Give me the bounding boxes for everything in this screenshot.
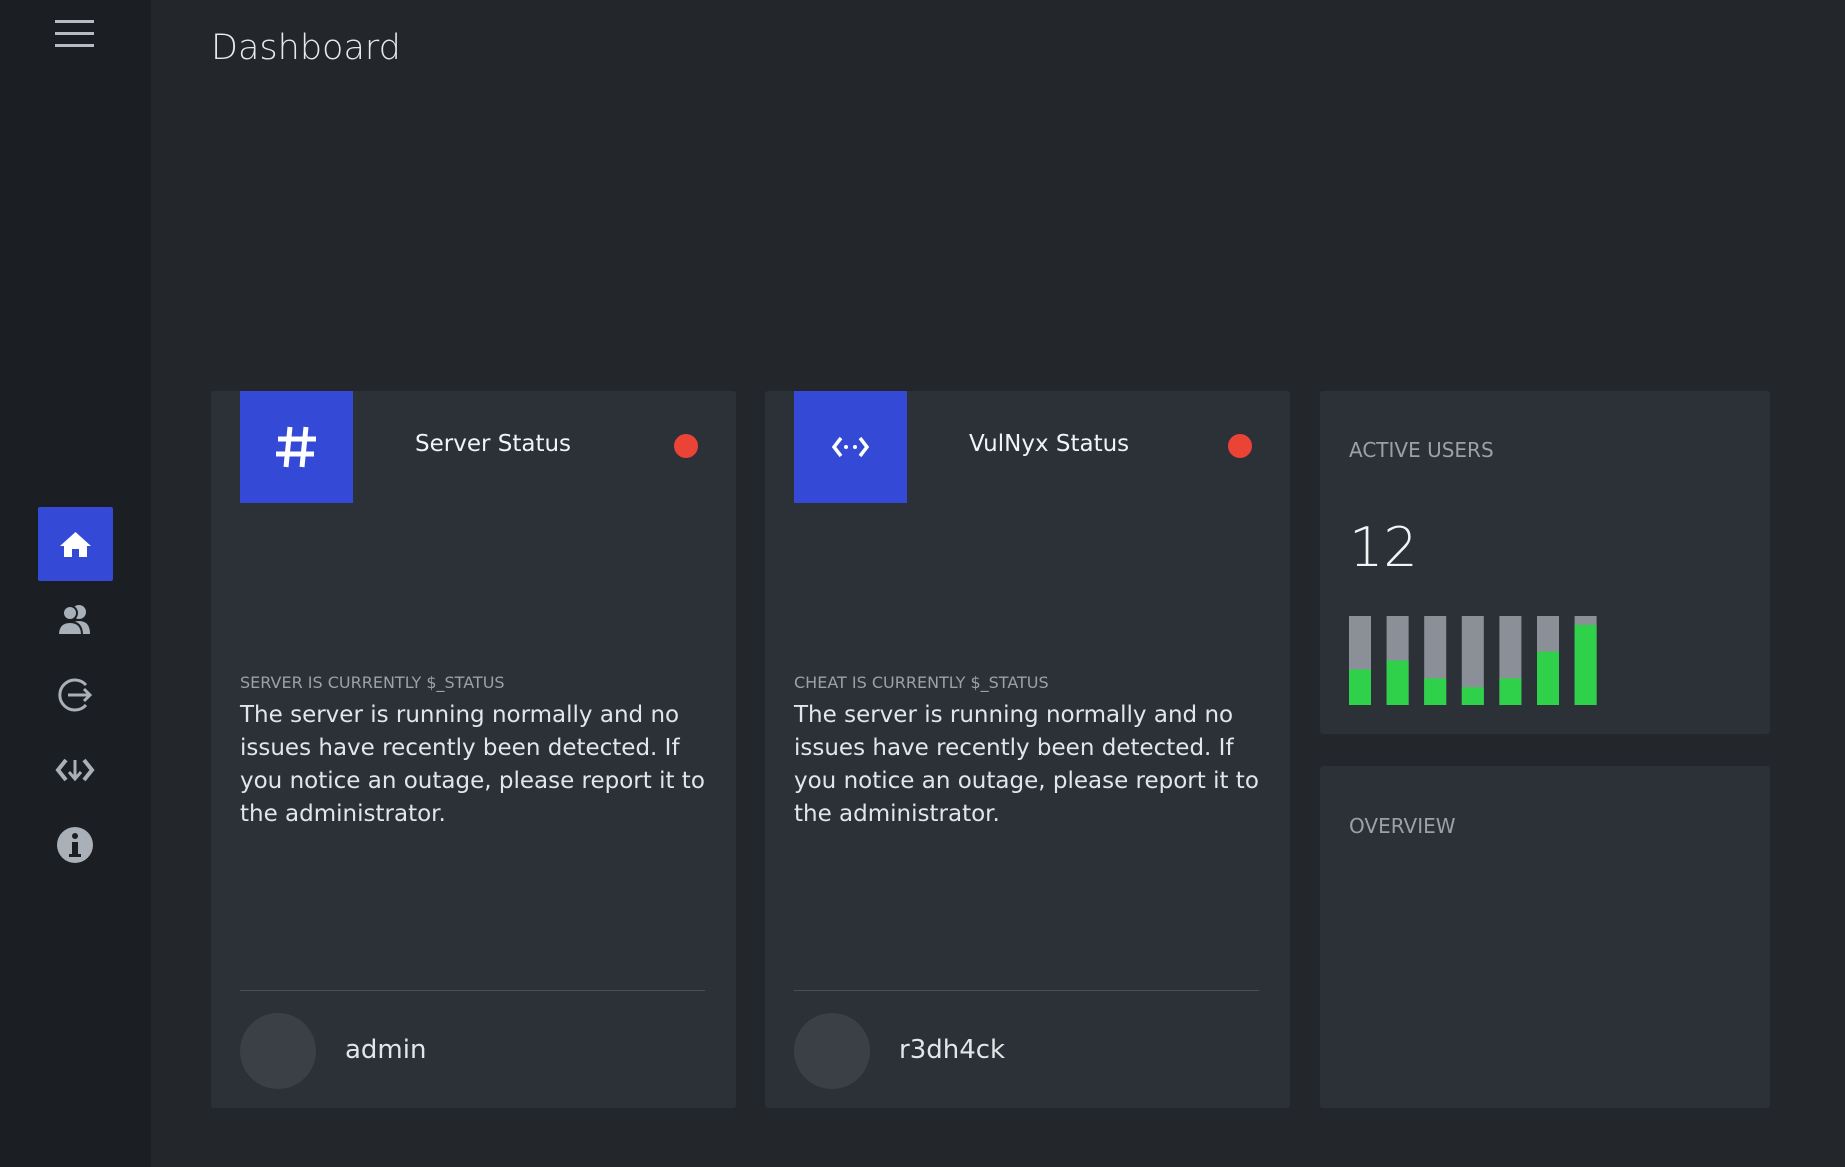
status-text: The server is running normally and no is… (794, 702, 1259, 827)
status-card: VulNyx Status CHEAT IS CURRENTLY $_STATUS… (765, 391, 1290, 1108)
card-title: OVERVIEW (1349, 814, 1456, 838)
card-title: Server Status (415, 431, 572, 457)
users-button[interactable] (55, 600, 95, 640)
username: r3dh4ck (899, 1035, 1006, 1065)
page-title: Dashboard (211, 28, 401, 68)
active-users-bars (1349, 616, 1597, 705)
username: admin (345, 1035, 427, 1065)
divider (794, 990, 1259, 991)
status-indicator (674, 434, 698, 458)
avatar (794, 1013, 870, 1089)
menu-button[interactable] (55, 20, 95, 48)
overview-card: OVERVIEW (1320, 766, 1770, 1108)
status-indicator (1228, 434, 1252, 458)
active-users-card: ACTIVE USERS 12 (1320, 391, 1770, 734)
avatar (240, 1013, 316, 1089)
status-label: SERVER IS CURRENTLY $_STATUS (240, 673, 505, 692)
card-icon (794, 391, 907, 503)
sidebar (0, 0, 151, 1167)
active-users-count: 12 (1349, 516, 1418, 579)
card-title: VulNyx Status (969, 431, 1130, 457)
bar (1424, 678, 1447, 705)
bar-background (1461, 616, 1484, 705)
info-button[interactable] (56, 826, 94, 864)
home-button[interactable] (38, 507, 113, 581)
status-text: The server is running normally and no is… (240, 702, 705, 827)
bar (1574, 624, 1597, 705)
code-button[interactable] (55, 752, 95, 788)
divider (240, 990, 705, 991)
logout-button[interactable] (55, 675, 95, 715)
bar (1537, 651, 1559, 705)
status-card: Server Status SERVER IS CURRENTLY $_STATU… (211, 391, 736, 1108)
bar (1386, 660, 1409, 705)
bar (1461, 687, 1484, 705)
card-icon (240, 391, 353, 503)
bar (1499, 678, 1522, 705)
card-title: ACTIVE USERS (1349, 438, 1494, 462)
bar (1349, 669, 1371, 705)
status-label: CHEAT IS CURRENTLY $_STATUS (794, 673, 1049, 692)
